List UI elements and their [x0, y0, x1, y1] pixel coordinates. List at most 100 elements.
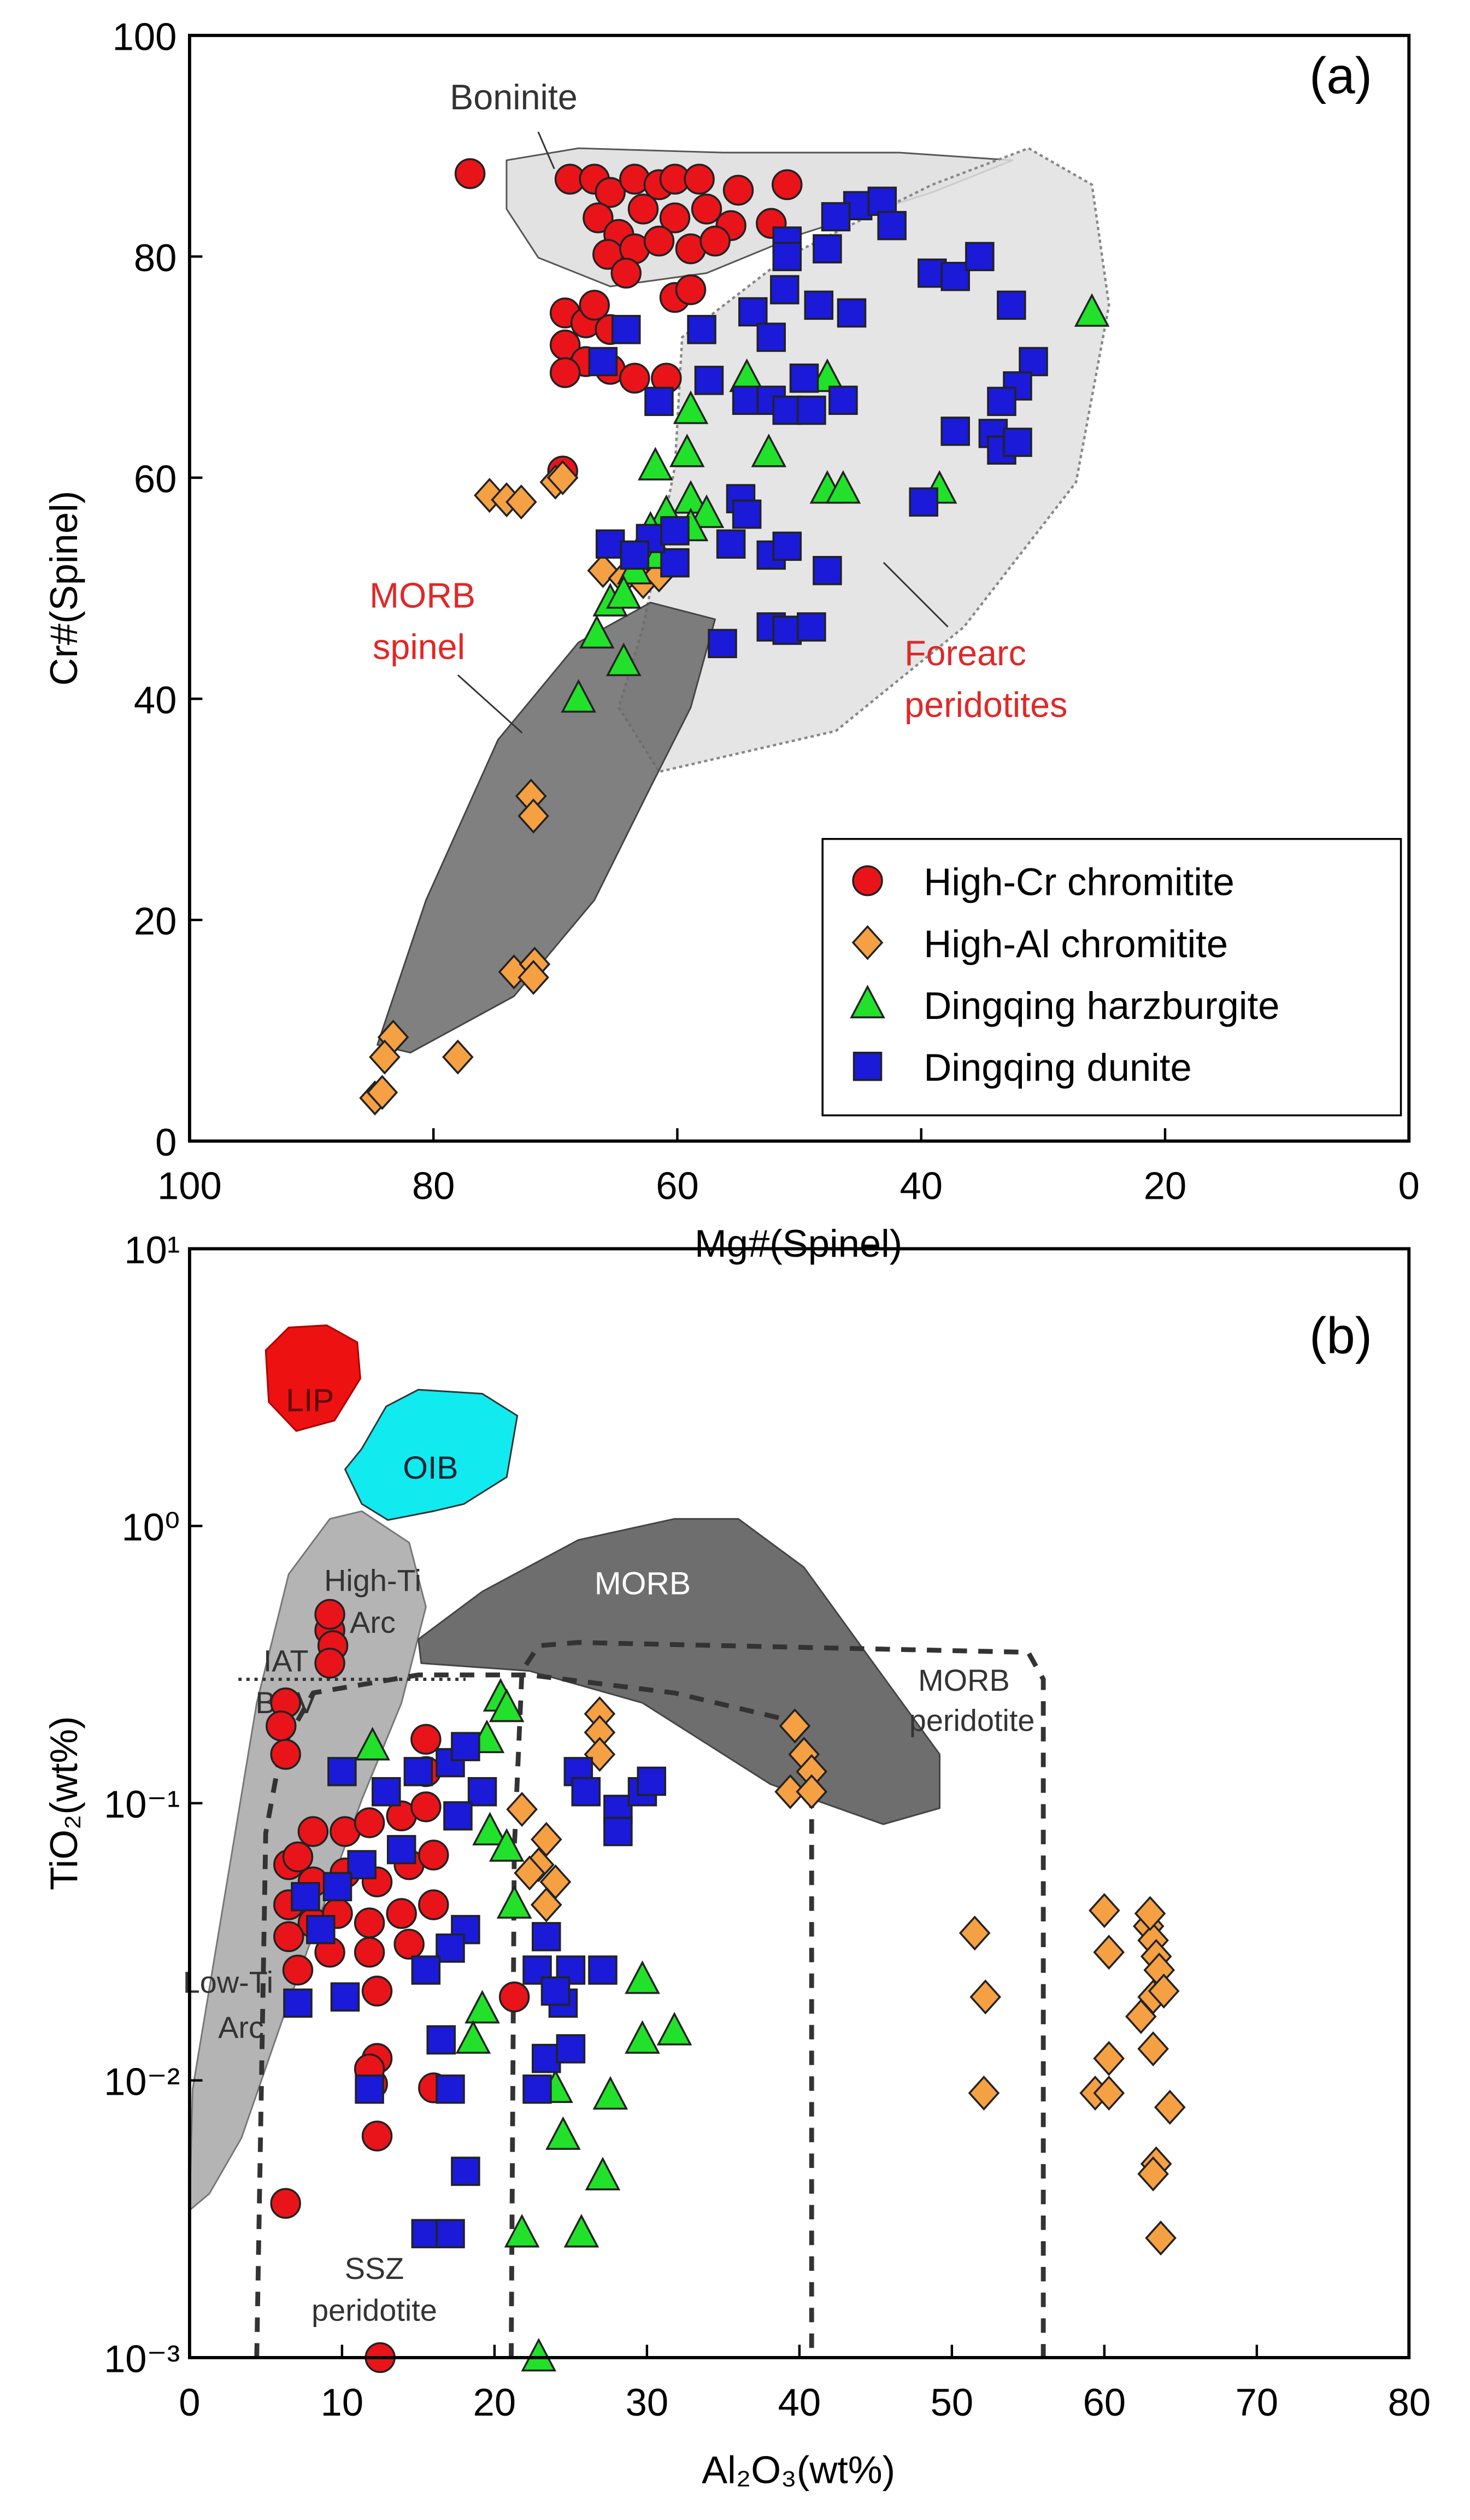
- y-tick-label: 0: [155, 1121, 177, 1164]
- high-al-chromitite-point: [506, 1791, 538, 1827]
- dingqing-dunite-point: [451, 1732, 480, 1761]
- high-cr-chromitite-point: [579, 290, 610, 321]
- high-cr-chromitite-point: [354, 1807, 385, 1838]
- forearc-pointer: [883, 562, 949, 628]
- y-tick-label: 100: [113, 15, 177, 58]
- x-tick-label: 0: [1398, 1164, 1420, 1207]
- ssz-peridotite-label-2: peridotite: [311, 2293, 437, 2327]
- dingqing-dunite-point: [867, 186, 897, 216]
- x-tick-label: 20: [473, 2381, 516, 2424]
- high-al-chromitite-point: [1093, 1935, 1125, 1970]
- dingqing-dunite-point: [909, 487, 938, 517]
- x-tick-label: 60: [1083, 2381, 1126, 2424]
- forearc-label-2: peridotites: [904, 684, 1067, 724]
- boninite-label: Boninite: [450, 77, 578, 117]
- panel-a-annotations: Boninite MORB spinel Forearc peridotites: [369, 77, 1067, 734]
- high-cr-chromitite-point: [643, 225, 675, 257]
- dingqing-harzburgite-point: [521, 2337, 557, 2372]
- high-cr-chromitite-point: [498, 1981, 530, 2013]
- high-cr-chromitite-point: [361, 1976, 393, 2007]
- dingqing-harzburgite-point: [689, 494, 725, 528]
- dingqing-dunite-legend-marker: [852, 1051, 883, 1081]
- ssz-peridotite-boundary: [254, 1672, 814, 2358]
- dingqing-dunite-point: [637, 1766, 667, 1796]
- high-cr-chromitite-point: [772, 169, 803, 201]
- high-al-chromitite-point: [1137, 2156, 1169, 2191]
- high-cr-chromitite-point: [386, 1898, 417, 1929]
- dingqing-dunite-point: [540, 1976, 571, 2006]
- high-cr-chromitite-point: [583, 202, 614, 233]
- high-cr-chromitite-point: [619, 362, 650, 394]
- dingqing-dunite-point: [732, 385, 762, 415]
- dingqing-dunite-point: [987, 386, 1016, 417]
- panel-b-ylabel: TiO₂(wt%): [42, 1716, 85, 1890]
- x-tick-label: 0: [179, 2381, 200, 2424]
- x-tick-label: 40: [778, 2381, 821, 2424]
- dingqing-dunite-point: [1019, 347, 1048, 377]
- y-tick-label: 10⁰: [122, 1505, 180, 1549]
- high-al-chromitite-point: [518, 960, 549, 995]
- high-cr-chromitite-point: [410, 1791, 442, 1822]
- dingqing-dunite-point: [467, 1777, 497, 1807]
- legend-label: High-Al chromitite: [924, 922, 1228, 965]
- dingqing-dunite-point: [965, 242, 995, 272]
- high-cr-chromitite-point: [266, 1710, 297, 1742]
- dingqing-dunite-point: [522, 2074, 552, 2104]
- y-tick-label: 80: [134, 236, 177, 279]
- high-al-chromitite-point: [518, 798, 549, 834]
- low-ti-arc-label-2: Arc: [218, 2010, 264, 2044]
- dingqing-harzburgite-point: [563, 2214, 599, 2248]
- high-cr-chromitite-point: [270, 2188, 301, 2219]
- y-tick-label: 10⁻²: [104, 2060, 180, 2103]
- dingqing-dunite-point: [386, 1835, 416, 1865]
- morb-spinel-label-2: spinel: [373, 626, 465, 666]
- dingqing-dunite-point: [660, 548, 690, 578]
- dingqing-dunite-point: [443, 1801, 473, 1831]
- dingqing-harzburgite-point: [561, 679, 597, 713]
- high-cr-chromitite-point: [549, 357, 581, 388]
- high-cr-chromitite-point: [691, 194, 722, 225]
- high-al-chromitite-point: [969, 1979, 1002, 2015]
- high-cr-chromitite-point: [314, 1598, 345, 1630]
- high-al-chromitite-point: [514, 1855, 545, 1891]
- dingqing-dunite-point: [330, 1982, 360, 2012]
- dingqing-dunite-point: [770, 275, 799, 304]
- dingqing-harzburgite-point: [809, 358, 845, 392]
- dingqing-harzburgite-point: [455, 2020, 491, 2054]
- dingqing-dunite-point: [291, 1882, 320, 1912]
- high-al-chromitite-point: [774, 1774, 806, 1809]
- high-cr-chromitite-point: [684, 163, 715, 195]
- high-al-chromitite-point: [1154, 2089, 1186, 2125]
- morb-spinel-pointer: [457, 674, 523, 734]
- dingqing-harzburgite-point: [585, 2156, 621, 2190]
- high-cr-chromitite-point: [270, 1739, 301, 1770]
- high-al-chromitite-point: [369, 1039, 401, 1075]
- dingqing-harzburgite-point: [825, 470, 861, 504]
- dingqing-dunite-point: [660, 516, 690, 546]
- dingqing-dunite-point: [411, 2219, 441, 2248]
- ssz-peridotite-label-1: SSZ: [345, 2251, 404, 2285]
- legend-box: [821, 837, 1402, 1117]
- dingqing-dunite-point: [997, 290, 1026, 320]
- high-al-chromitite-point: [779, 1708, 811, 1744]
- dingqing-dunite-point: [436, 1933, 465, 1963]
- dingqing-dunite-point: [588, 1955, 618, 1985]
- high-al-chromitite-point: [796, 1774, 828, 1809]
- panel-b-annotations: LIP OIB MORB High-Ti Arc Low-Ti Arc IAT …: [183, 1382, 1035, 2327]
- dingqing-dunite-point: [940, 417, 970, 446]
- dingqing-dunite-point: [694, 366, 724, 395]
- panel-a-label: (a): [1309, 47, 1372, 104]
- dingqing-dunite-point: [789, 364, 819, 393]
- dingqing-harzburgite-point: [464, 1990, 500, 2024]
- legend: High-Cr chromitite High-Al chromitite Ding…: [821, 837, 1402, 1117]
- high-cr-chromitite-point: [418, 1839, 449, 1871]
- panel-a-ticks: 100 80 60 40 20 0 0 20 40 60 80 100: [113, 15, 1420, 1207]
- dingqing-dunite-point: [877, 210, 907, 241]
- high-cr-chromitite-point: [418, 1889, 449, 1920]
- panel-a: Boninite MORB spinel Forearc peridotites…: [42, 15, 1420, 1265]
- dingqing-dunite-point: [588, 347, 618, 377]
- iat-label: IAT: [263, 1644, 309, 1678]
- boninite-pointer: [537, 131, 555, 169]
- lip-field: [264, 1324, 361, 1432]
- x-tick-label: 70: [1236, 2381, 1278, 2424]
